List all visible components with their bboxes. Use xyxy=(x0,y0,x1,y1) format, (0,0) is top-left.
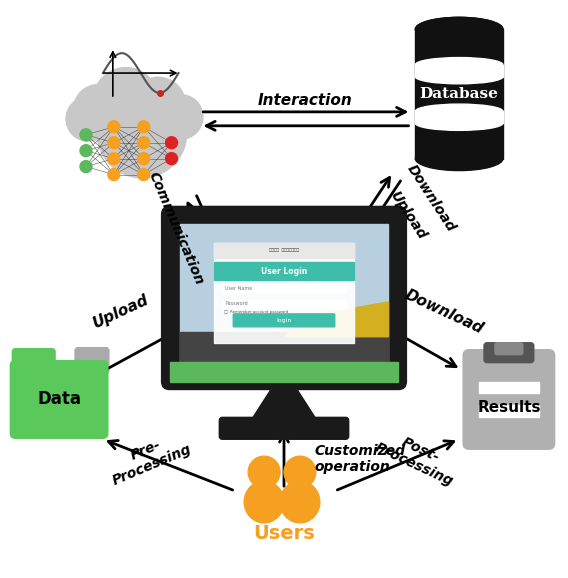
FancyBboxPatch shape xyxy=(222,299,346,309)
Text: Password: Password xyxy=(225,301,248,306)
FancyBboxPatch shape xyxy=(170,362,398,381)
Circle shape xyxy=(137,153,149,165)
FancyBboxPatch shape xyxy=(233,314,335,327)
Polygon shape xyxy=(179,332,389,372)
FancyBboxPatch shape xyxy=(484,343,534,362)
FancyBboxPatch shape xyxy=(415,112,503,123)
FancyBboxPatch shape xyxy=(179,224,389,372)
FancyBboxPatch shape xyxy=(12,349,55,370)
FancyBboxPatch shape xyxy=(214,243,354,343)
Text: Pre-
Processing: Pre- Processing xyxy=(104,427,194,488)
Polygon shape xyxy=(249,381,319,423)
Circle shape xyxy=(137,169,149,180)
FancyBboxPatch shape xyxy=(495,343,523,355)
Circle shape xyxy=(248,456,280,488)
Circle shape xyxy=(73,84,123,134)
Circle shape xyxy=(137,137,149,149)
Circle shape xyxy=(108,169,120,180)
Text: User Name: User Name xyxy=(225,286,253,291)
Text: Customized
operation: Customized operation xyxy=(315,444,406,475)
Circle shape xyxy=(80,144,92,157)
Text: □  Remember account password: □ Remember account password xyxy=(224,310,289,314)
Text: Results: Results xyxy=(477,400,541,415)
Circle shape xyxy=(158,95,203,139)
Ellipse shape xyxy=(415,147,503,171)
Text: 厦门大学  计算感知实验室: 厦门大学 计算感知实验室 xyxy=(269,248,299,252)
Circle shape xyxy=(166,153,178,165)
Ellipse shape xyxy=(280,481,320,523)
Text: Communication: Communication xyxy=(145,169,206,287)
Ellipse shape xyxy=(415,116,503,131)
Text: Users: Users xyxy=(253,524,315,543)
Text: Download: Download xyxy=(404,162,458,235)
FancyBboxPatch shape xyxy=(415,29,503,158)
Ellipse shape xyxy=(415,104,503,118)
Ellipse shape xyxy=(415,58,503,72)
Circle shape xyxy=(108,153,120,165)
Circle shape xyxy=(97,88,187,178)
Text: Upload: Upload xyxy=(90,292,151,331)
Circle shape xyxy=(284,456,316,488)
Text: Interaction: Interaction xyxy=(257,94,352,109)
FancyBboxPatch shape xyxy=(219,417,349,439)
Ellipse shape xyxy=(415,17,503,41)
FancyBboxPatch shape xyxy=(415,65,503,77)
FancyBboxPatch shape xyxy=(222,283,346,293)
Polygon shape xyxy=(284,302,389,337)
Text: Upload: Upload xyxy=(387,188,429,242)
Text: Post-
Processing: Post- Processing xyxy=(373,425,462,489)
FancyBboxPatch shape xyxy=(214,262,354,280)
Ellipse shape xyxy=(415,69,503,84)
FancyBboxPatch shape xyxy=(10,361,108,438)
FancyBboxPatch shape xyxy=(463,350,555,449)
FancyBboxPatch shape xyxy=(479,405,539,417)
Text: Database: Database xyxy=(420,87,499,101)
Circle shape xyxy=(80,161,92,173)
Circle shape xyxy=(166,137,178,149)
Circle shape xyxy=(66,97,111,141)
FancyBboxPatch shape xyxy=(75,348,109,373)
Ellipse shape xyxy=(415,17,503,41)
Circle shape xyxy=(108,137,120,149)
Circle shape xyxy=(80,129,92,140)
Circle shape xyxy=(108,121,120,133)
Text: Data: Data xyxy=(37,391,81,409)
FancyBboxPatch shape xyxy=(479,381,539,394)
Ellipse shape xyxy=(244,481,284,523)
Text: Download: Download xyxy=(403,287,486,336)
Circle shape xyxy=(137,121,149,133)
Text: login: login xyxy=(276,318,292,323)
Text: User Login: User Login xyxy=(261,266,307,276)
Circle shape xyxy=(131,77,186,132)
FancyBboxPatch shape xyxy=(162,206,406,390)
FancyBboxPatch shape xyxy=(214,243,354,258)
Circle shape xyxy=(94,68,158,132)
